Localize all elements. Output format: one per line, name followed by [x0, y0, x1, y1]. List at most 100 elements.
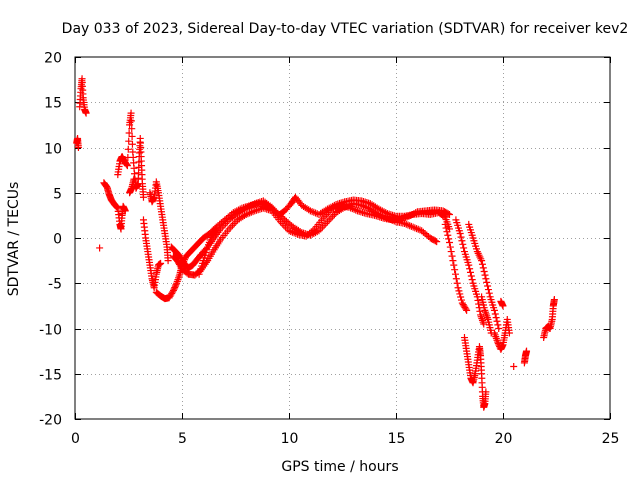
data-point: [82, 109, 90, 117]
data-point: [445, 235, 453, 243]
data-point: [494, 321, 502, 329]
data-point: [413, 225, 421, 233]
data-point: [401, 220, 409, 228]
data-series: [73, 75, 558, 411]
data-point: [288, 228, 296, 236]
data-point: [124, 145, 132, 153]
data-point: [212, 225, 220, 233]
data-point: [482, 275, 490, 283]
data-point: [409, 223, 417, 231]
y-tick-label: -5: [48, 277, 62, 293]
data-point: [444, 231, 452, 239]
data-point: [441, 220, 449, 228]
data-point: [130, 175, 138, 183]
data-point: [482, 388, 490, 396]
data-point: [352, 206, 360, 214]
data-point: [157, 259, 165, 267]
x-tick-label: 10: [281, 431, 299, 447]
data-point: [480, 320, 488, 328]
data-point: [139, 193, 147, 201]
data-point: [446, 210, 453, 218]
y-tick-labels: -20 -15 -10 -5 0 5 10 15 20: [39, 51, 62, 429]
y-tick-label: -10: [39, 323, 62, 339]
data-point: [478, 257, 486, 265]
data-point: [457, 233, 465, 241]
data-point: [444, 210, 452, 218]
data-point: [164, 257, 172, 265]
data-point: [463, 306, 471, 314]
data-point: [481, 271, 489, 279]
data-point: [402, 220, 410, 228]
data-point: [350, 205, 358, 213]
data-point: [466, 265, 474, 273]
data-point: [456, 229, 464, 237]
data-point: [447, 248, 455, 256]
x-tick-label: 15: [388, 431, 406, 447]
data-point: [483, 278, 491, 286]
data-point: [457, 293, 465, 301]
data-point: [492, 314, 500, 322]
data-point: [454, 284, 462, 292]
data-point: [484, 286, 492, 294]
y-tick-label: 10: [44, 142, 62, 158]
data-point: [449, 257, 457, 265]
y-tick-label: 20: [44, 51, 62, 67]
data-point: [456, 290, 464, 298]
data-point: [123, 161, 131, 169]
data-point: [451, 266, 459, 274]
data-point: [406, 222, 414, 230]
data-point: [499, 302, 507, 310]
data-point: [127, 117, 135, 125]
data-point: [465, 261, 473, 269]
data-point: [128, 132, 136, 140]
data-point: [123, 162, 131, 170]
data-point: [479, 264, 487, 272]
chart-title: Day 033 of 2023, Sidereal Day-to-day VTE…: [62, 21, 629, 37]
data-point: [404, 221, 412, 229]
data-point: [382, 209, 390, 217]
data-point: [452, 275, 460, 283]
data-point: [125, 129, 133, 137]
data-point: [451, 270, 459, 278]
data-point: [229, 221, 237, 229]
data-point: [460, 244, 468, 252]
data-point: [292, 230, 300, 238]
data-point: [310, 208, 318, 216]
data-point: [474, 296, 482, 304]
y-tick-label: -15: [39, 368, 62, 384]
y-tick-label: 5: [53, 187, 62, 203]
data-point: [459, 240, 467, 248]
data-point: [230, 220, 238, 228]
data-point: [442, 224, 450, 232]
data-point: [227, 223, 235, 231]
data-point: [478, 260, 486, 268]
x-tick-label: 5: [178, 431, 187, 447]
x-tick-label: 0: [71, 431, 80, 447]
data-point: [495, 325, 503, 332]
data-point: [411, 224, 419, 232]
data-point: [476, 307, 484, 315]
axis-ticks: [75, 57, 611, 420]
y-axis-label: SDTVAR / TECUs: [6, 182, 22, 297]
data-point: [431, 237, 439, 245]
data-point: [510, 363, 518, 371]
data-point: [285, 227, 293, 235]
y-tick-label: -20: [39, 413, 62, 429]
data-point: [414, 225, 422, 233]
data-point: [172, 281, 180, 289]
data-point: [453, 279, 461, 287]
data-point: [308, 208, 316, 216]
data-point: [412, 209, 420, 217]
x-axis-label: GPS time / hours: [281, 459, 398, 475]
data-point: [306, 207, 314, 215]
data-point: [467, 272, 475, 280]
data-point: [347, 204, 355, 212]
data-point: [246, 209, 254, 217]
data-point: [244, 210, 252, 218]
data-point: [446, 243, 454, 251]
data-point: [345, 203, 353, 211]
grid: [75, 57, 610, 419]
data-point: [493, 317, 501, 325]
data-point: [287, 227, 295, 235]
